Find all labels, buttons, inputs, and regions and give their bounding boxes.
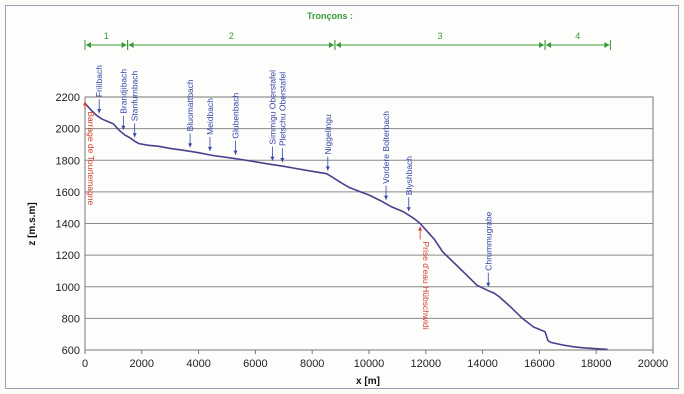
annotation-arrowhead xyxy=(207,146,212,151)
x-tick-label: 18000 xyxy=(581,358,612,370)
section-label: 2 xyxy=(229,31,234,41)
annotation-arrowhead xyxy=(83,101,87,106)
annotation-arrowhead xyxy=(280,158,285,163)
profile-line xyxy=(84,102,608,351)
section-arrow-right xyxy=(539,42,545,48)
annotation-label: Meidbach xyxy=(205,98,215,135)
x-tick-label: 8000 xyxy=(300,358,324,370)
section-label: 4 xyxy=(575,31,580,41)
x-tick-label: 14000 xyxy=(467,358,498,370)
section-arrow-left xyxy=(128,42,134,48)
axes xyxy=(84,96,654,354)
x-tick-label: 10000 xyxy=(354,358,385,370)
chart-frame xyxy=(5,5,679,389)
section-arrow-left xyxy=(546,42,552,48)
x-tick-label: 20000 xyxy=(638,358,669,370)
y-tick-label: 1200 xyxy=(56,250,80,262)
tick-labels: 600 800 1000 1200 1400 1600 1800 2000 2200 0 2000 4… xyxy=(56,92,669,370)
annotation-arrowhead xyxy=(188,143,193,148)
x-tick-label: 4000 xyxy=(186,358,210,370)
y-tick-label: 600 xyxy=(62,345,80,357)
annotation-label: Chrummugrabe xyxy=(483,211,493,270)
x-tick-label: 2000 xyxy=(130,358,154,370)
annotation-label: Frilibach xyxy=(94,65,104,97)
y-axis-title: z [m.s.m] xyxy=(27,202,38,245)
x-tick-label: 6000 xyxy=(243,358,267,370)
annotation-arrowhead xyxy=(406,207,411,212)
annotation-arrowhead xyxy=(132,133,137,138)
annotation-label: Stanfurnbach xyxy=(130,70,140,121)
annotation-arrowhead xyxy=(121,125,126,130)
grid-lines xyxy=(85,96,653,351)
annotation-label: Brandjibach xyxy=(118,69,128,114)
chart-title: Tronçons : xyxy=(307,11,353,21)
x-axis-title: x [m] xyxy=(356,376,380,387)
y-tick-label: 1600 xyxy=(56,187,80,199)
annotation-label: Prise d'eau Hübschwidi xyxy=(421,242,431,330)
annotation-arrowhead xyxy=(233,150,238,155)
annotation-label: Niggelingu xyxy=(323,114,333,154)
x-tick-label: 0 xyxy=(82,358,88,370)
annotation-arrowhead xyxy=(97,109,102,114)
tributary-annotations: Frilibach Brandjibach Stanfurnbach Bluomatt… xyxy=(83,65,493,330)
annotation-label: Vordere Bolterbach xyxy=(381,111,391,184)
y-tick-label: 800 xyxy=(62,313,80,325)
section-arrow-right xyxy=(121,42,127,48)
section-arrow-right xyxy=(328,42,334,48)
annotation-arrowhead xyxy=(270,156,275,161)
annotation-label: Barrage de Tourtemagne xyxy=(86,111,96,205)
annotation-arrowhead xyxy=(384,195,389,200)
section-bar: 1 2 3 4 xyxy=(84,31,611,50)
section-label: 3 xyxy=(437,31,442,41)
annotation-label: Glubenbach xyxy=(231,93,241,139)
section-label: 1 xyxy=(104,31,109,41)
annotation-label: Blyshbach xyxy=(404,156,414,195)
annotation-label: Bluomattbach xyxy=(185,79,195,131)
section-arrow-right xyxy=(604,42,610,48)
x-tick-label: 12000 xyxy=(411,358,442,370)
annotation-label: Simmigu Oberstafel xyxy=(267,70,277,145)
y-tick-label: 1800 xyxy=(56,155,80,167)
annotation-arrowhead xyxy=(325,166,330,171)
x-tick-label: 16000 xyxy=(524,358,555,370)
y-tick-label: 1000 xyxy=(56,282,80,294)
annotation-arrowhead xyxy=(486,282,491,287)
y-tick-label: 2000 xyxy=(56,124,80,136)
y-tick-label: 1400 xyxy=(56,219,80,231)
annotation-arrowhead xyxy=(418,226,423,231)
profile-series xyxy=(84,102,608,351)
section-arrow-left xyxy=(335,42,341,48)
y-tick-label: 2200 xyxy=(56,92,80,104)
section-arrow-left xyxy=(86,42,91,48)
annotation-label: Pletschu Oberstafel xyxy=(277,72,287,146)
